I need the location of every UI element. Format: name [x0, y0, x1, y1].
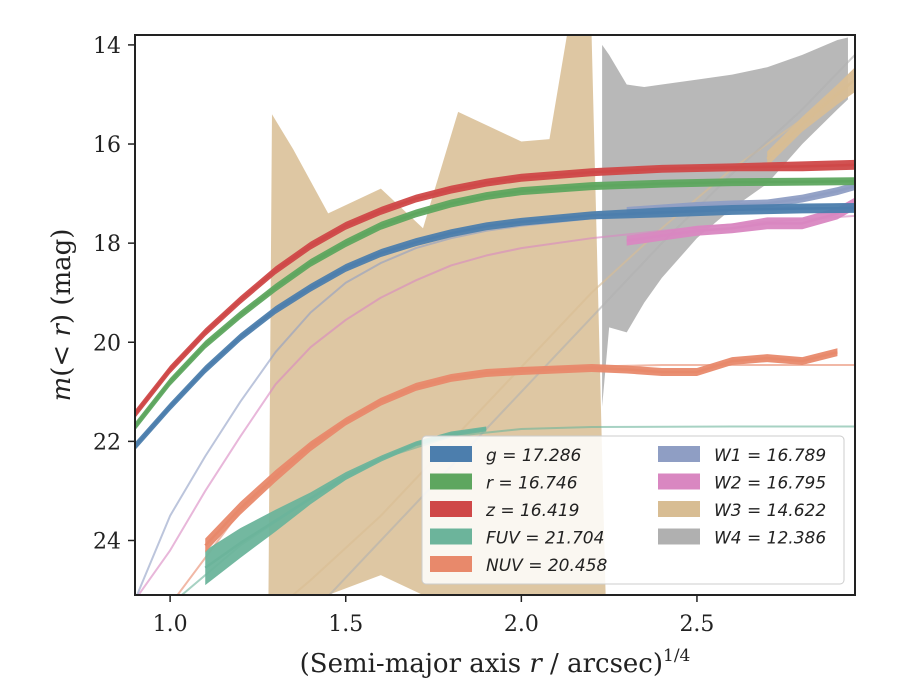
y-axis: 14 16 18 20 22 24	[93, 34, 135, 554]
fit-line-w4	[327, 54, 855, 595]
legend-swatch-w1	[658, 446, 700, 462]
legend-label-w4: W4 = 12.386	[714, 529, 826, 549]
series-line-w3	[766, 78, 855, 160]
plot-frame	[134, 34, 856, 596]
y-tick-label: 20	[93, 331, 121, 356]
series-line-g	[135, 206, 855, 448]
legend-label-g: g = 17.286	[486, 446, 582, 466]
x-tick-label: 1.0	[153, 612, 188, 637]
legend-label-z: z = 16.419	[485, 501, 579, 521]
legend-swatch-g	[430, 446, 472, 462]
y-tick-label: 16	[93, 133, 121, 158]
series-line-r	[135, 179, 855, 428]
legend-swatch-w3	[658, 501, 700, 517]
legend-label-w3: W3 = 14.622	[714, 501, 826, 521]
x-axis-title: (Semi-major axis r / arcsec)1/4	[300, 646, 691, 679]
legend-swatch-r	[430, 473, 472, 490]
y-tick-label: 24	[93, 529, 121, 554]
legend: g = 17.286 r = 16.746 z = 16.419 FUV = 21.7…	[421, 435, 845, 585]
y-tick-label: 18	[93, 232, 121, 257]
x-tick-label: 1.5	[328, 612, 363, 637]
x-tick-label: 2.0	[504, 612, 539, 637]
fit-line-w3	[291, 78, 855, 595]
legend-swatch-nuv	[430, 556, 472, 572]
legend-swatch-w2	[658, 473, 700, 490]
y-tick-label: 22	[93, 430, 121, 455]
legend-label-w2: W2 = 16.795	[714, 474, 826, 494]
legend-label-w1: W1 = 16.789	[714, 446, 826, 466]
series-line-z	[135, 163, 855, 415]
legend-label-nuv: NUV = 20.458	[486, 556, 608, 576]
legend-swatch-z	[430, 501, 472, 517]
y-axis-title: m(< r) (mag)	[47, 229, 77, 402]
x-axis: 1.0 1.5 2.0 2.5	[153, 595, 714, 637]
legend-label-r: r = 16.746	[486, 474, 578, 494]
series-line-nuv	[204, 350, 838, 547]
legend-box	[421, 435, 845, 585]
x-tick-label: 2.5	[679, 612, 714, 637]
legend-swatch-fuv	[430, 528, 472, 545]
legend-label-fuv: FUV = 21.704	[486, 529, 604, 549]
series-line-w2	[626, 202, 855, 242]
y-tick-label: 14	[93, 34, 121, 59]
legend-swatch-w4	[658, 528, 700, 545]
